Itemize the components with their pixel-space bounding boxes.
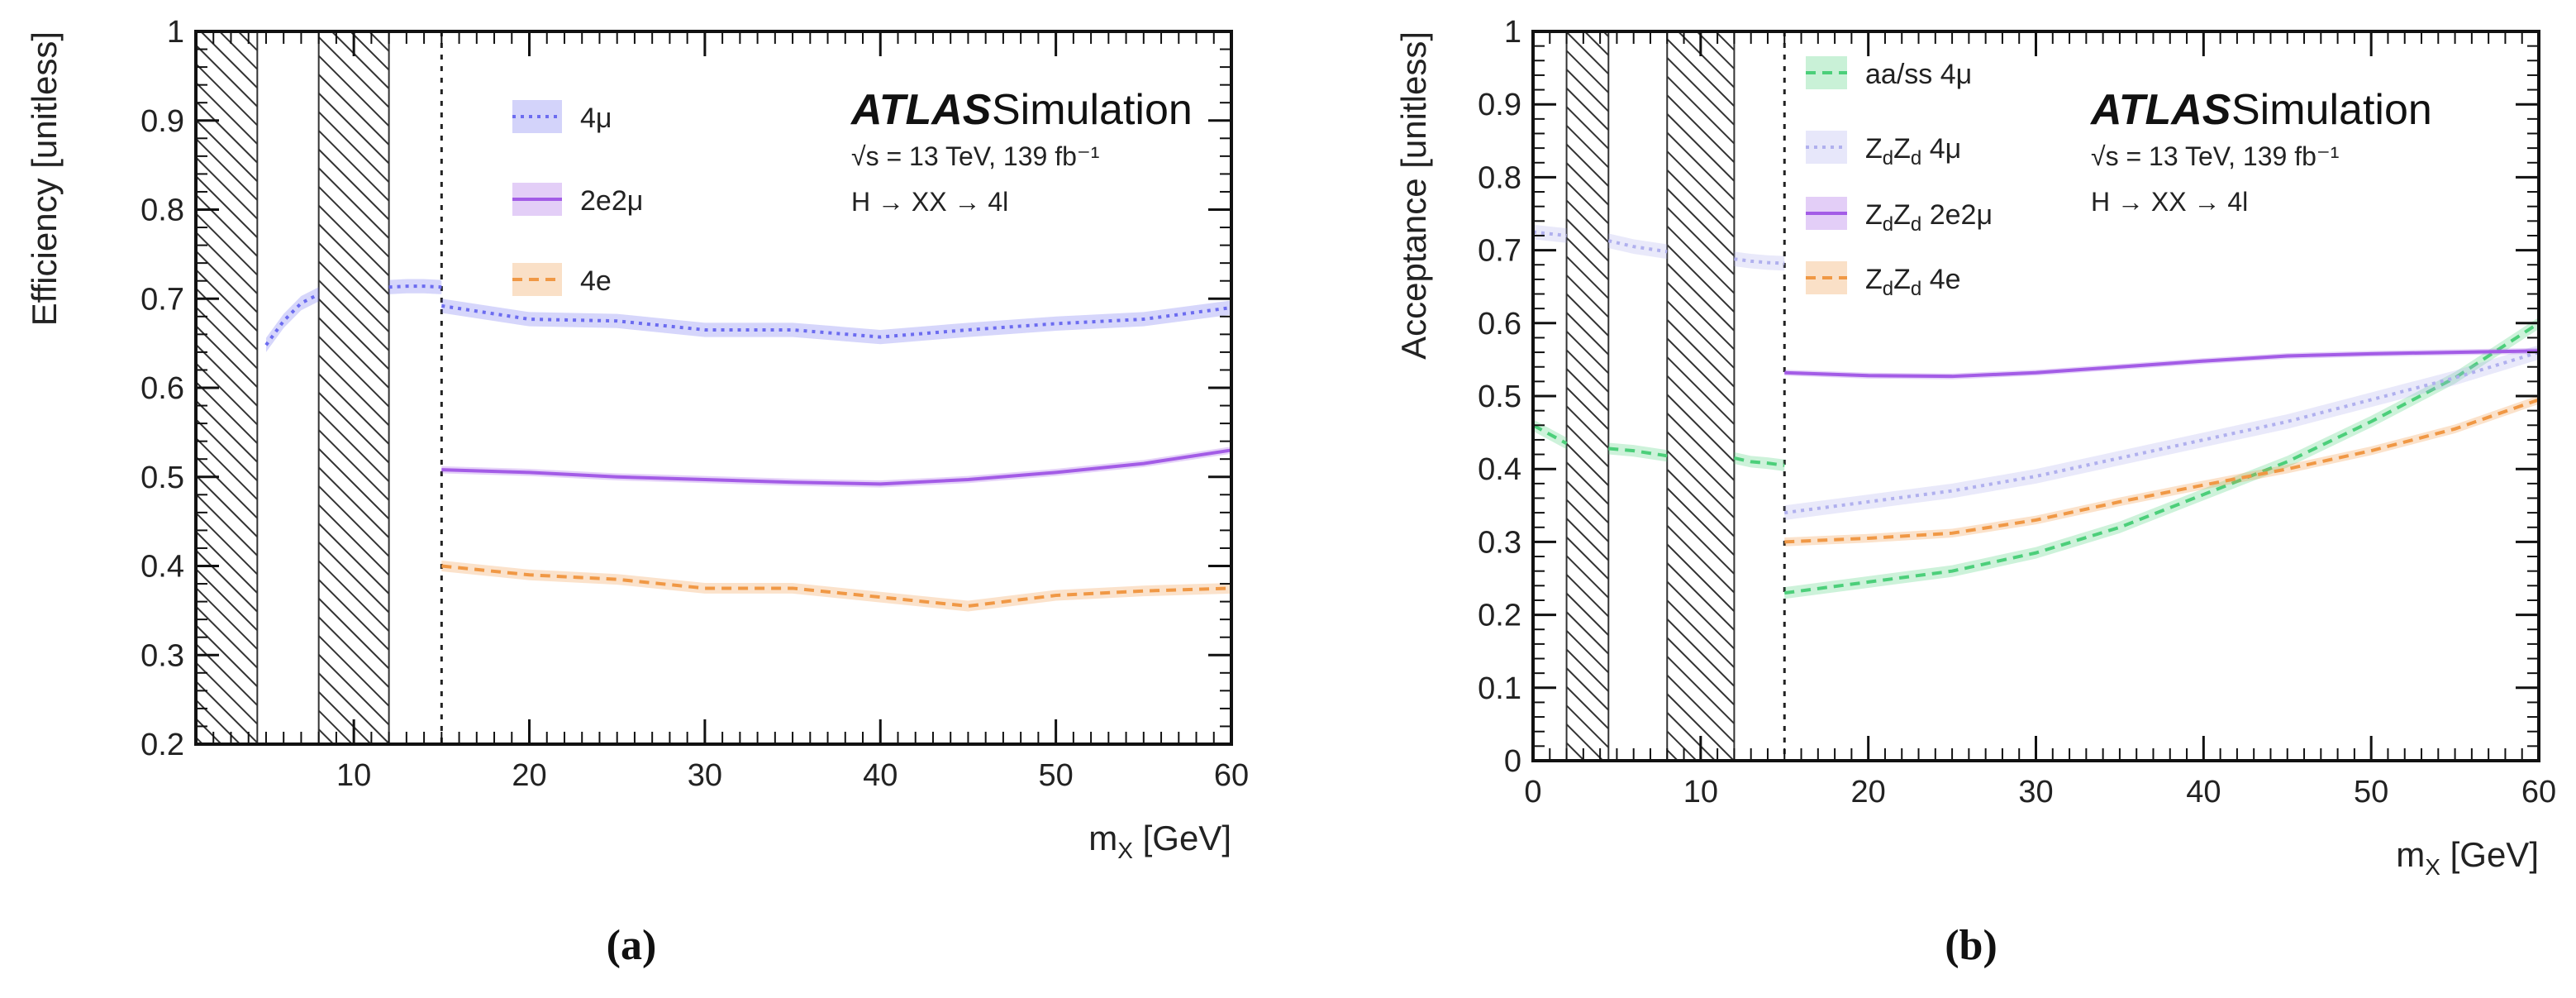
y-tick-label: 0.9 [140, 104, 184, 139]
x-axis-title-sub: X [2425, 854, 2440, 880]
series-band [1784, 318, 2539, 599]
legend-label: 2e2μ [580, 185, 643, 217]
figure: 0.20.30.40.50.60.70.80.9110 20 30 40 50 60Eff… [0, 0, 2576, 998]
info-line: √s = 13 TeV, 139 fb⁻¹ [851, 141, 1099, 171]
atlas-logo-text: ATLAS [2089, 86, 2231, 134]
x-tick-label: 30 [688, 758, 722, 793]
x-tick-label: 10 [336, 758, 371, 793]
panel-caption: (a) [607, 922, 657, 969]
legend-label-sub: d [1883, 147, 1893, 170]
x-tick-label: 0 [1524, 775, 1541, 809]
series-band [1784, 395, 2539, 547]
info-line: √s = 13 TeV, 139 fb⁻¹ [2091, 141, 2339, 171]
legend-label: ZdZd 4e [1865, 264, 1961, 300]
series-band [1608, 233, 1667, 259]
legend-label-text: 4e [580, 265, 612, 297]
y-tick-label: 0.9 [1478, 88, 1521, 122]
panel-caption: (b) [1945, 922, 1997, 969]
atlas-simulation-text: Simulation [992, 86, 1193, 134]
y-tick-label: 0.7 [140, 282, 184, 317]
x-tick-label: 50 [1038, 758, 1073, 793]
x-tick-label: 20 [1851, 775, 1886, 809]
series-line [441, 450, 1231, 484]
panel-a-efficiency: 0.2 0.3 0.4 0.5 0.6 0.7 0.8 0.9 1 10 20 30 40 50 60 Eff… [25, 15, 1249, 969]
x-tick-label: 60 [1214, 758, 1249, 793]
y-tick-label: 0.8 [1478, 160, 1521, 195]
y-tick-label: 1 [167, 15, 184, 50]
y-tick-label: 0.2 [140, 728, 184, 762]
legend-label: 4e [580, 265, 612, 297]
legend-label-sub: d [1883, 278, 1893, 300]
atlas-simulation-text: Simulation [2231, 86, 2432, 134]
series-line [1784, 399, 2539, 542]
x-tick-label: 40 [2186, 775, 2221, 809]
legend-label: ZdZd 4μ [1865, 133, 1961, 170]
series-band [1608, 442, 1667, 461]
x-axis-title-main: m [2396, 835, 2425, 874]
x-axis-title-space [1133, 819, 1143, 857]
legend-label-text: aa/ss 4μ [1865, 59, 1972, 90]
legend-label-tail: 4μ [1921, 133, 1961, 165]
legend-label-tail: 4e [1921, 264, 1960, 295]
x-axis-title-space [2440, 835, 2450, 874]
legend-label: 4μ [580, 103, 612, 134]
x-axis-title: mX [GeV] [1088, 819, 1231, 863]
legend-label-tail: 2e2μ [1921, 199, 1993, 231]
legend-label-main: Z [1865, 199, 1883, 231]
x-axis-title-unit: [GeV] [2450, 835, 2539, 874]
x-tick-label: 30 [2018, 775, 2053, 809]
atlas-logo-text: ATLAS [850, 86, 992, 134]
legend-label: aa/ss 4μ [1865, 59, 1972, 90]
y-tick-label: 0.5 [140, 461, 184, 495]
x-axis-title: mX [GeV] [2396, 835, 2539, 880]
y-tick-label: 0 [1504, 744, 1521, 779]
legend-label-sub: d [1883, 213, 1893, 236]
x-tick-label: 10 [1683, 775, 1718, 809]
y-tick-label: 0.8 [140, 193, 184, 228]
legend-label-sub: d [1911, 147, 1921, 170]
legend-label-text: 2e2μ [580, 185, 643, 217]
x-tick-label: 40 [863, 758, 898, 793]
panel-b-acceptance: 00.10.20.30.40.50.60.70.80.910 10 20 30 40 50… [1394, 15, 2556, 969]
y-tick-label: 0.6 [1478, 307, 1521, 341]
legend-label: ZdZd 2e2μ [1865, 199, 1993, 236]
y-tick-label: 0.1 [1478, 671, 1521, 706]
excluded-region [319, 31, 389, 744]
x-tick-label: 60 [2521, 775, 2556, 809]
series-band [441, 298, 1231, 344]
series-band [441, 561, 1231, 611]
y-tick-label: 0.2 [1478, 599, 1521, 633]
x-tick-label: 50 [2354, 775, 2388, 809]
y-axis-title: Efficiency [unitless] [25, 31, 64, 326]
y-tick-label: 1 [1504, 15, 1521, 50]
y-tick-label: 0.3 [140, 638, 184, 673]
excluded-region [1667, 31, 1734, 761]
y-tick-label: 0.4 [1478, 452, 1521, 487]
x-axis-title-unit: [GeV] [1143, 819, 1231, 857]
legend-label-main: Z [1893, 264, 1911, 295]
info-line: H → XX → 4l [851, 187, 1008, 217]
y-tick-label: 0.4 [140, 550, 184, 585]
x-tick-label: 20 [512, 758, 546, 793]
y-axis-title: Acceptance [unitless] [1394, 31, 1433, 360]
x-axis-title-sub: X [1117, 838, 1133, 863]
y-tick-label: 0.3 [1478, 525, 1521, 560]
legend-label-main: Z [1865, 264, 1883, 295]
legend-label-main: Z [1893, 199, 1911, 231]
legend-label-main: Z [1865, 133, 1883, 165]
legend-label-text: 4μ [580, 103, 612, 134]
y-tick-label: 0.5 [1478, 380, 1521, 414]
info-line: H → XX → 4l [2091, 187, 2248, 217]
excluded-region [1567, 31, 1609, 761]
legend-label-main: Z [1893, 133, 1911, 165]
y-tick-label: 0.6 [140, 371, 184, 406]
legend-label-sub: d [1911, 213, 1921, 236]
x-axis-title-main: m [1088, 819, 1117, 857]
y-tick-label: 0.7 [1478, 234, 1521, 269]
legend-label-sub: d [1911, 278, 1921, 300]
